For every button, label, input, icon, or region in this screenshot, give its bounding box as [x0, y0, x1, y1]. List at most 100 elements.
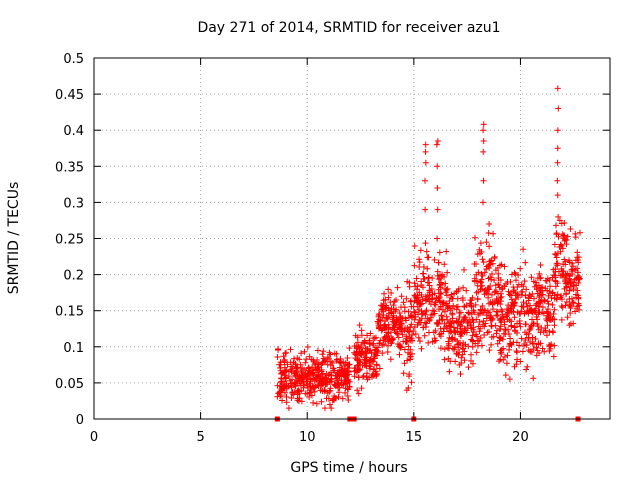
data-point [576, 306, 583, 313]
data-point [413, 286, 420, 293]
data-point [506, 291, 513, 298]
x-tick-label: 20 [512, 430, 529, 445]
data-point [447, 323, 454, 330]
data-point [289, 388, 296, 395]
data-point [408, 379, 415, 386]
data-point [472, 261, 479, 268]
data-point [448, 328, 455, 335]
data-point [346, 361, 353, 368]
data-point [431, 290, 438, 297]
data-point [567, 310, 574, 317]
data-point [353, 348, 360, 355]
data-point [487, 282, 494, 289]
data-point [354, 334, 361, 341]
data-point [423, 307, 430, 314]
data-point [294, 397, 301, 404]
data-point [547, 283, 554, 290]
data-point [288, 395, 295, 402]
data-point [565, 272, 572, 279]
data-point [544, 306, 551, 313]
data-point [330, 365, 337, 372]
data-point [537, 275, 544, 282]
data-point [445, 303, 452, 310]
data-point [477, 279, 484, 286]
data-point [394, 284, 401, 291]
data-point [539, 291, 546, 298]
data-point [284, 361, 291, 368]
data-point [479, 199, 486, 206]
data-point [490, 230, 497, 237]
data-point [354, 387, 361, 394]
data-point [487, 299, 494, 306]
data-point [306, 353, 313, 360]
data-point [364, 346, 371, 353]
data-point [320, 348, 327, 355]
data-point [450, 302, 457, 309]
data-point [545, 314, 552, 321]
data-point [367, 330, 374, 337]
data-point [291, 355, 298, 362]
data-point [473, 271, 480, 278]
data-point [564, 279, 571, 286]
data-point [329, 397, 336, 404]
data-point [479, 256, 486, 263]
data-point [476, 319, 483, 326]
data-point [473, 349, 480, 356]
data-point [552, 251, 559, 258]
data-point [550, 310, 557, 317]
data-point [380, 300, 387, 307]
data-point [492, 288, 499, 295]
data-point [468, 336, 475, 343]
data-point [408, 321, 415, 328]
data-point [328, 375, 335, 382]
data-point [326, 371, 333, 378]
data-point [344, 393, 351, 400]
data-point [283, 393, 290, 400]
data-point [574, 254, 581, 261]
data-point [480, 259, 487, 266]
data-point [520, 246, 527, 253]
data-point [274, 354, 281, 361]
data-point [313, 400, 320, 407]
data-point [436, 306, 443, 313]
data-point [442, 289, 449, 296]
data-point [552, 266, 559, 273]
data-point [539, 287, 546, 294]
data-point [425, 274, 432, 281]
data-point [497, 316, 504, 323]
data-point [374, 318, 381, 325]
data-point [416, 306, 423, 313]
data-point [446, 368, 453, 375]
data-point [318, 361, 325, 368]
data-point [527, 348, 534, 355]
data-point [431, 256, 438, 263]
data-point [575, 259, 582, 266]
data-point [498, 298, 505, 305]
data-point [434, 320, 441, 327]
data-point [491, 289, 498, 296]
data-point [528, 274, 535, 281]
data-point [276, 389, 283, 396]
data-point [385, 326, 392, 333]
data-point [310, 399, 317, 406]
data-point [444, 285, 451, 292]
data-point [532, 279, 539, 286]
data-point [557, 272, 564, 279]
data-point [385, 307, 392, 314]
data-point [551, 322, 558, 329]
data-point [554, 127, 561, 134]
data-point [543, 332, 550, 339]
data-point [388, 339, 395, 346]
data-point [355, 390, 362, 397]
data-point [375, 325, 382, 332]
data-point [503, 306, 510, 313]
data-point [570, 281, 577, 288]
data-point [354, 357, 361, 364]
data-point [504, 316, 511, 323]
data-point [469, 343, 476, 350]
data-point [353, 343, 360, 350]
data-point [406, 328, 413, 335]
data-point [382, 305, 389, 312]
data-point [362, 349, 369, 356]
